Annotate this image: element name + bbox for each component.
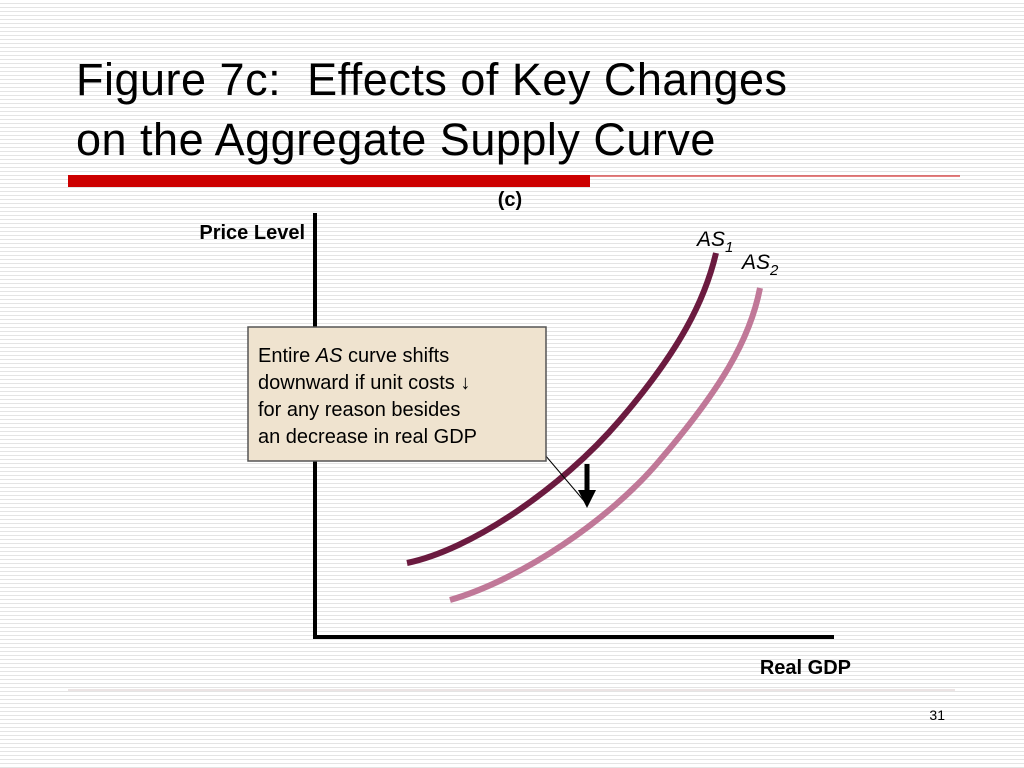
title-line: Figure 7c: Effects of Key Changes	[76, 54, 788, 105]
title-line: on the Aggregate Supply Curve	[76, 114, 716, 165]
as1-curve	[406, 252, 719, 566]
curve-subscript: 1	[725, 239, 733, 256]
shift-arrow-head	[578, 490, 596, 508]
callout-text: curve shifts	[343, 345, 450, 367]
callout-italic: AS	[315, 345, 343, 367]
callout-pointer	[544, 454, 586, 503]
curve-name: AS	[695, 228, 725, 251]
x-axis-label: Real GDP	[760, 657, 851, 679]
callout-line: for any reason besides	[258, 399, 460, 421]
callout-line: an decrease in real GDP	[258, 426, 477, 448]
curve-label: AS1	[695, 228, 733, 256]
page-number: 31	[929, 707, 945, 723]
curve-subscript: 2	[769, 262, 779, 279]
callout-line: downward if unit costs ↓	[258, 372, 470, 394]
curve-name: AS	[740, 251, 770, 274]
as2-curve	[449, 287, 763, 603]
y-axis-label: Price Level	[199, 222, 305, 244]
curve-label: AS2	[740, 251, 779, 279]
callout-text: Entire	[258, 345, 316, 367]
title-bar	[68, 175, 590, 187]
panel-label: (c)	[498, 189, 522, 211]
callout-box	[247, 326, 547, 462]
callout-line: Entire AS curve shifts	[258, 345, 449, 367]
